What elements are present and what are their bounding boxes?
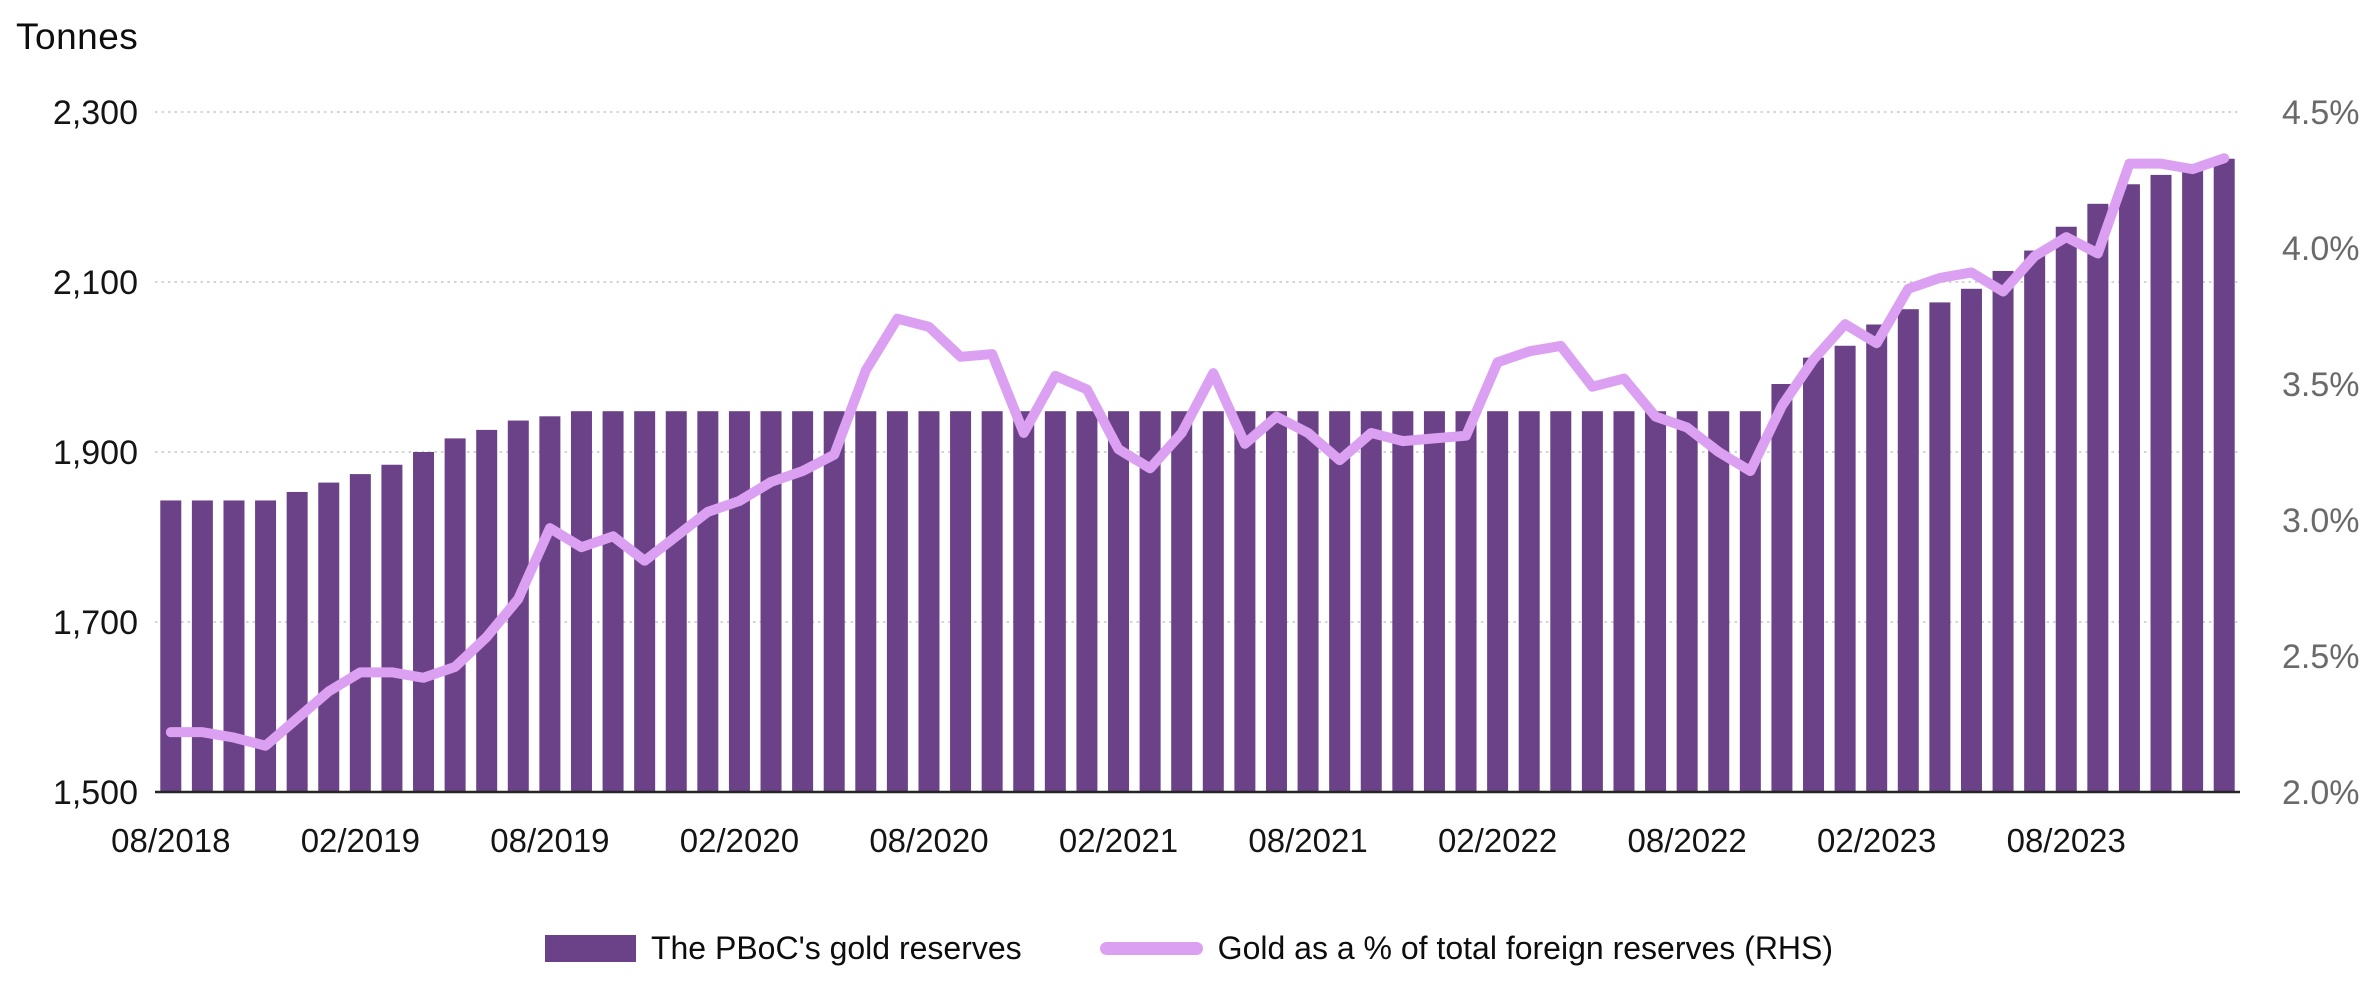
gold-reserves-bar [413,452,435,792]
gold-reserves-bar [2055,226,2077,792]
gold-reserves-bar [1613,411,1635,792]
x-axis-tick-label: 02/2019 [301,822,420,859]
gold-reserves-bar [1423,411,1445,792]
legend-label-gold-reserves: The PBoC's gold reserves [650,929,1022,966]
gold-reserves-bar [1897,309,1919,792]
right-axis-tick-label: 2.5% [2282,638,2360,676]
gold-reserves-bar [539,416,561,792]
gold-reserves-bar [728,411,750,792]
gold-reserves-bar [1550,411,1572,792]
gold-reserves-bar [2213,158,2235,792]
gold-reserves-bar [1455,411,1477,792]
x-axis-tick-label: 02/2023 [1817,822,1936,859]
gold-reserves-bar [1044,411,1066,792]
gold-reserves-bar [981,411,1003,792]
gold-reserves-bar [1771,384,1793,792]
gold-reserves-bar [2150,174,2172,792]
gold-reserves-bar [602,411,624,792]
gold-reserves-bar [191,500,213,792]
right-axis-tick-label: 4.5% [2282,94,2360,132]
gold-reserves-bar [160,500,182,792]
left-axis-unit-title: Tonnes [16,16,139,57]
x-axis-tick-label: 08/2021 [1248,822,1367,859]
gold-reserves-bar [1992,270,2014,792]
gold-reserves-bar [792,411,814,792]
x-axis-tick-label: 08/2019 [490,822,609,859]
gold-reserves-bar [1329,411,1351,792]
gold-reserves-bar [1013,411,1035,792]
bar-series-swatch [544,934,636,962]
gold-reserves-bar [697,411,719,792]
gold-reserves-bar [1487,411,1509,792]
gold-reserves-bar [1518,411,1540,792]
gold-percent-line [165,153,2230,751]
right-axis-tick-label: 3.0% [2282,502,2360,540]
gold-reserves-bar [2118,184,2140,792]
gold-reserves-bar [886,411,908,792]
gold-reserves-bar [1171,411,1193,792]
gold-reserves-bar [349,474,371,792]
gold-reserves-bar [476,429,498,792]
gold-reserves-bar [1139,411,1161,792]
gold-reserves-bar [255,500,277,792]
gold-reserves-bar [1866,324,1888,792]
left-axis-tick-label: 1,700 [53,604,138,642]
chart-legend: The PBoC's gold reserves Gold as a % of … [0,918,2378,978]
gold-reserves-bar [1076,411,1098,792]
left-axis-tick-label: 2,300 [53,94,138,132]
gold-reserves-bar [950,411,972,792]
gold-reserves-bar [855,411,877,792]
gold-reserves-bar [1297,411,1319,792]
gold-reserves-bar [1739,411,1761,792]
x-axis-tick-label: 02/2020 [680,822,799,859]
gold-reserves-bar [1108,411,1130,792]
gold-reserves-bar [1265,411,1287,792]
gold-reserves-bar [1581,411,1603,792]
x-axis-tick-label: 08/2018 [111,822,230,859]
x-axis-tick-label: 08/2022 [1628,822,1747,859]
gold-reserves-bar [665,411,687,792]
right-axis-tick-label: 3.5% [2282,366,2360,404]
gold-reserves-bar [2024,250,2046,793]
gold-reserves-bar [1834,345,1856,792]
gold-reserves-bar [1708,411,1730,792]
legend-item-gold-percent: Gold as a % of total foreign reserves (R… [1099,929,1834,967]
gold-reserves-bar [1676,411,1698,792]
gold-reserves-bar [223,500,245,792]
legend-item-gold-reserves: The PBoC's gold reserves [544,929,1022,967]
x-axis-tick-label: 08/2023 [2007,822,2126,859]
gold-reserves-bar [444,438,466,792]
gold-reserves-bar [634,411,656,792]
left-axis-tick-label: 1,500 [53,774,138,812]
gold-reserves-bar [570,411,592,792]
right-axis-tick-label: 2.0% [2282,774,2360,812]
gold-reserves-bar [2087,203,2109,793]
gold-reserves-bar [1929,302,1951,792]
gold-reserves-bar [1202,411,1224,792]
gold-reserves-bar [760,411,782,792]
x-axis-tick-label: 08/2020 [869,822,988,859]
legend-label-gold-percent: Gold as a % of total foreign reserves (R… [1217,929,1834,966]
gold-reserves-bar [1234,411,1256,792]
gold-reserves-bar [381,464,403,792]
gold-reserves-bar [1960,288,1982,792]
x-axis-tick-label: 02/2021 [1059,822,1178,859]
line-series-swatch [1099,941,1203,955]
gold-reserves-bar [2182,167,2204,792]
left-axis-tick-label: 2,100 [53,264,138,302]
gold-reserves-bar [286,491,308,792]
gold-reserves-bar [918,411,940,792]
gold-reserves-bar [1645,411,1667,792]
gold-reserves-bar [318,482,340,792]
gold-reserves-bar [1392,411,1414,792]
left-axis-tick-label: 1,900 [53,434,138,472]
gold-reserves-bar [1360,411,1382,792]
x-axis-tick-label: 02/2022 [1438,822,1557,859]
right-axis-tick-label: 4.0% [2282,230,2360,268]
gold-reserves-bar [1803,357,1825,792]
gold-reserves-bar [823,411,845,792]
